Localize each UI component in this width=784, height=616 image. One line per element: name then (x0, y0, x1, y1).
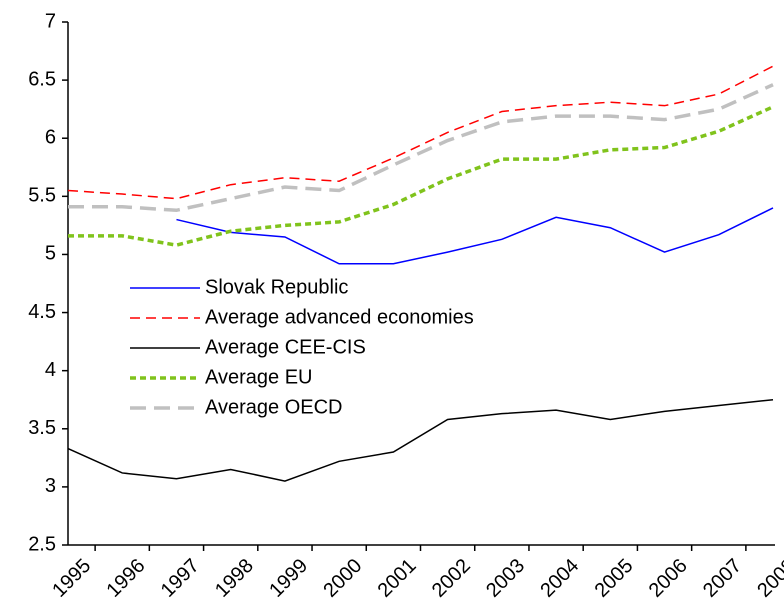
y-tick-label: 5 (45, 243, 56, 265)
y-tick-label: 2.5 (28, 533, 56, 555)
legend-label: Slovak Republic (205, 276, 348, 298)
legend-label: Average EU (205, 366, 312, 388)
y-tick-label: 3 (45, 475, 56, 497)
x-tick-label: 2000 (319, 555, 366, 602)
x-tick-label: 2002 (428, 555, 475, 602)
legend-label: Average advanced economies (205, 306, 474, 328)
x-tick-label: 2003 (482, 555, 529, 602)
y-tick-label: 5.5 (28, 185, 56, 207)
x-tick-label: 2001 (374, 555, 421, 602)
x-tick-label: 2004 (536, 555, 583, 602)
series-line (68, 105, 774, 247)
series-line (67, 398, 774, 482)
series-line (68, 83, 774, 213)
x-tick-label: 1995 (48, 555, 95, 602)
y-tick-label: 4.5 (28, 301, 56, 323)
x-tick-label: 2007 (699, 555, 746, 602)
y-tick-label: 6 (45, 127, 56, 149)
x-tick-label: 2008 (753, 555, 784, 602)
y-tick-label: 6.5 (28, 68, 56, 90)
x-tick-label: 1997 (157, 555, 204, 602)
x-tick-label: 2005 (591, 555, 638, 602)
y-tick-label: 3.5 (28, 417, 56, 439)
x-tick-label: 1998 (211, 555, 258, 602)
legend-label: Average CEE-CIS (205, 336, 366, 358)
x-tick-label: 1996 (102, 555, 149, 602)
series-line (67, 65, 774, 200)
legend-label: Average OECD (205, 396, 342, 418)
x-tick-label: 2006 (645, 555, 692, 602)
y-tick-label: 7 (45, 10, 56, 32)
y-tick-label: 4 (45, 359, 56, 381)
series-line (176, 207, 774, 265)
x-tick-label: 1999 (265, 555, 312, 602)
